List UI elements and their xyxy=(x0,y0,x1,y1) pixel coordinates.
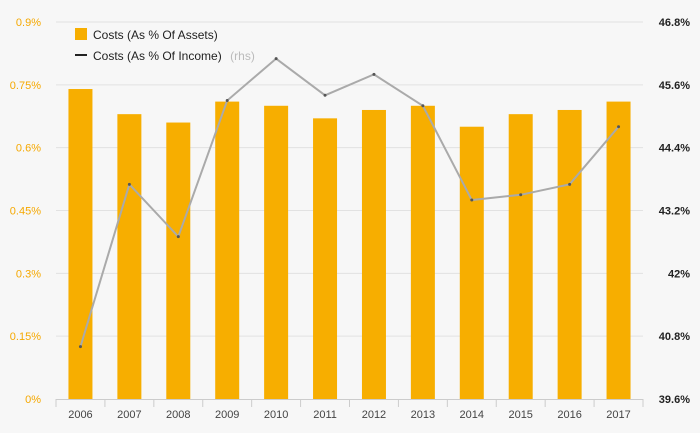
x-tick-label: 2012 xyxy=(362,409,386,421)
legend-label-assets: Costs (As % Of Assets) xyxy=(93,28,218,42)
left-axis-ticks: 0% 0.15% 0.3% 0.45% 0.6% 0.75% 0.9% xyxy=(10,17,41,406)
line-point-2009 xyxy=(225,99,229,103)
x-tick-label: 2007 xyxy=(117,409,141,421)
line-point-2007 xyxy=(127,182,131,186)
bar-2013 xyxy=(410,105,435,400)
left-tick-label: 0.75% xyxy=(10,80,41,92)
x-tick-label: 2016 xyxy=(557,409,581,421)
x-tick-label: 2015 xyxy=(508,409,532,421)
bar-series xyxy=(68,89,631,400)
line-point-2014 xyxy=(470,198,474,202)
legend-label-income-group: Costs (As % Of Income) (rhs) xyxy=(93,47,255,64)
left-tick-label: 0.45% xyxy=(10,206,41,218)
bar-2006 xyxy=(68,89,93,400)
income-line xyxy=(79,57,620,347)
bar-2014 xyxy=(459,126,484,399)
legend-swatch-bar xyxy=(75,28,87,40)
gridlines xyxy=(56,21,643,337)
bar-2016 xyxy=(557,109,582,399)
line-point-2015 xyxy=(519,193,523,197)
x-axis: 2006 2007 2008 2009 2010 2011 2012 2013 2014 2015… xyxy=(55,399,644,421)
right-tick-label: 39.6% xyxy=(659,394,690,406)
left-tick-label: 0% xyxy=(25,394,41,406)
bar-2012 xyxy=(361,109,386,399)
left-tick-label: 0.6% xyxy=(16,143,41,155)
x-tick-label: 2017 xyxy=(606,409,630,421)
right-tick-label: 40.8% xyxy=(659,331,690,343)
line-point-2010 xyxy=(274,57,278,61)
line-point-2013 xyxy=(421,104,425,108)
x-tick-label: 2014 xyxy=(460,409,484,421)
right-tick-label: 46.8% xyxy=(659,17,690,29)
legend-label-income: Costs (As % Of Income) xyxy=(93,49,222,63)
legend: Costs (As % Of Assets) Costs (As % Of In… xyxy=(75,28,255,64)
bar-2017 xyxy=(606,101,631,399)
bar-2009 xyxy=(215,101,240,399)
right-tick-label: 45.6% xyxy=(659,80,690,92)
x-tick-label: 2013 xyxy=(411,409,435,421)
right-axis-ticks: 39.6% 40.8% 42% 43.2% 44.4% 45.6% 46.8% xyxy=(659,17,690,406)
line-point-2017 xyxy=(617,125,621,129)
line-series xyxy=(78,57,621,349)
x-tick-label: 2009 xyxy=(215,409,239,421)
line-point-2008 xyxy=(176,235,180,239)
x-tick-label: 2006 xyxy=(68,409,92,421)
bar-2008 xyxy=(166,122,191,400)
line-point-2016 xyxy=(568,182,572,186)
legend-swatch-line xyxy=(75,54,87,56)
bar-2010 xyxy=(264,105,289,400)
bar-2007 xyxy=(117,114,142,400)
left-tick-label: 0.9% xyxy=(16,17,41,29)
right-tick-label: 44.4% xyxy=(659,143,690,155)
bar-2015 xyxy=(508,114,533,400)
x-tick-label: 2008 xyxy=(166,409,190,421)
right-tick-label: 43.2% xyxy=(659,206,690,218)
left-tick-label: 0.3% xyxy=(16,268,41,280)
line-point-2011 xyxy=(323,93,327,97)
line-point-2006 xyxy=(78,345,82,349)
x-tick-label: 2011 xyxy=(313,409,337,421)
x-tick-label: 2010 xyxy=(264,409,288,421)
legend-label-income-suffix: (rhs) xyxy=(230,49,255,63)
bar-2011 xyxy=(313,118,338,399)
left-tick-label: 0.15% xyxy=(10,331,41,343)
right-tick-label: 42% xyxy=(668,268,690,280)
line-point-2012 xyxy=(372,72,376,76)
